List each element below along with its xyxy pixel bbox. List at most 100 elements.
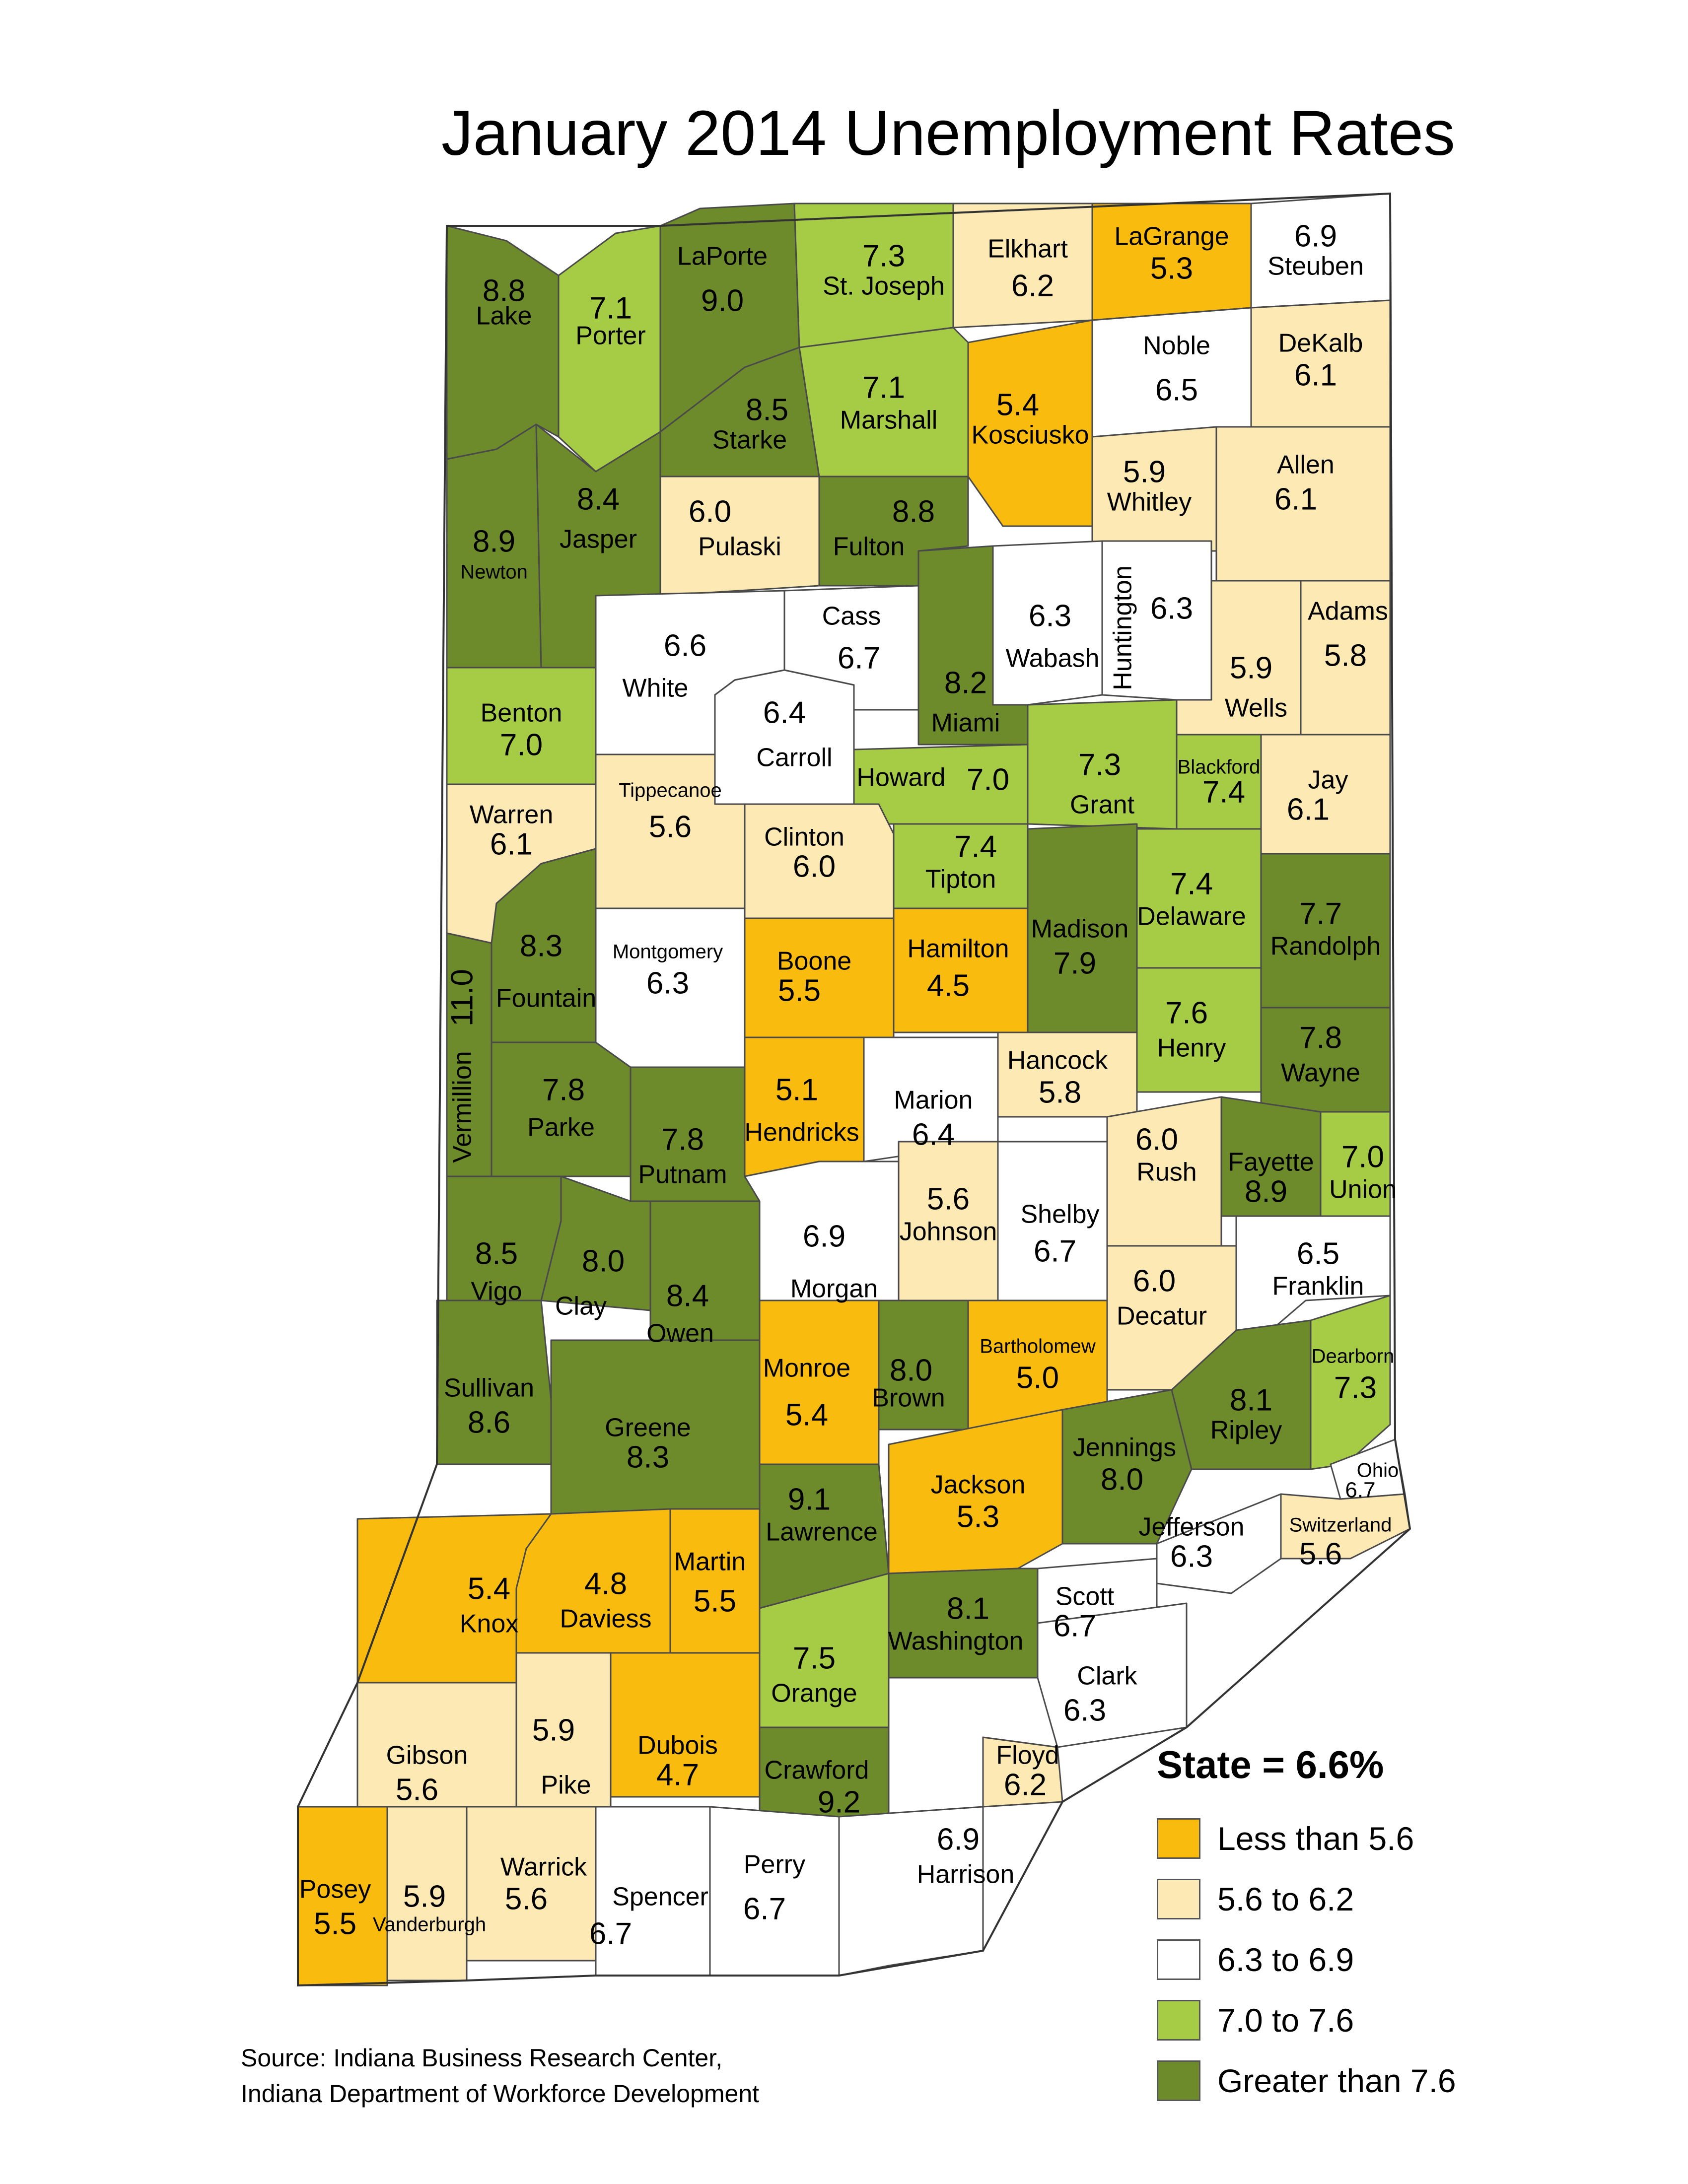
county-name-label: Franklin [1272,1272,1364,1301]
county-name-label: Noble [1143,332,1210,360]
county-name-label: Jay [1308,766,1348,795]
county-elkhart [952,203,1093,329]
county-perry [709,1806,840,1977]
county-rate-label: 8.5 [475,1236,518,1271]
county-name-label: Ripley [1210,1416,1282,1445]
county-name-label: Newton [460,561,528,583]
county-rate-label: 6.5 [1297,1236,1339,1271]
county-rate-label: 5.3 [957,1500,999,1534]
county-name-label: Montgomery [613,941,723,963]
county-rate-label: 6.0 [793,849,836,884]
county-name-label: Miami [931,709,1000,738]
county-name-label: Putnam [638,1160,727,1189]
county-rate-label: 6.9 [937,1822,980,1856]
county-name-label: Fountain [496,984,596,1013]
county-rate-label: 5.6 [396,1773,438,1807]
county-name-label: Wells [1225,694,1287,723]
county-rate-label: 6.7 [1054,1609,1096,1643]
county-name-label: Pulaski [698,533,781,561]
county-name-label: Floyd [996,1741,1059,1770]
county-rate-label: 6.7 [838,641,880,675]
county-name-label: Porter [575,322,646,350]
county-name-label: LaGrange [1114,222,1229,251]
county-name-label: Greene [605,1414,691,1442]
county-name-label: Gibson [386,1741,468,1770]
county-rate-label: 8.4 [577,482,620,516]
county-rate-label: 5.5 [694,1584,736,1618]
legend-label: 6.3 to 6.9 [1217,1941,1354,1978]
county-rate-label: 8.9 [1245,1174,1287,1209]
county-rate-label: 7.3 [1078,748,1121,782]
county-name-label: Lake [476,302,532,331]
county-rate-label: 7.0 [1341,1140,1384,1174]
county-rate-label: 8.3 [520,929,563,963]
county-name-label: Vigo [471,1277,522,1306]
county-jackson [888,1409,1063,1574]
county-name-label: Washington [888,1627,1024,1656]
county-rate-label: 7.8 [1299,1021,1342,1055]
county-rate-label: 5.9 [1230,651,1272,685]
county-rate-label: 8.5 [746,393,788,427]
county-name-label: Wabash [1006,644,1100,673]
county-rate-label: 8.8 [892,494,935,529]
legend-swatch [1157,1818,1200,1859]
county-rate-label: 6.7 [743,1892,786,1926]
county-rate-label: 6.1 [490,827,533,861]
county-rate-label: 8.1 [947,1591,989,1626]
county-name-label: Adams [1308,597,1388,626]
county-name-label: Carroll [756,744,832,772]
county-rate-label: 8.6 [468,1405,510,1439]
county-name-label: Starke [712,426,787,455]
county-noble [1091,307,1252,438]
county-name-label: Morgan [790,1275,878,1303]
county-name-label: Brown [872,1384,945,1413]
county-name-label: Spencer [612,1883,708,1911]
county-rate-label: 7.8 [661,1122,704,1157]
county-rate-label: 6.4 [763,695,806,730]
county-name-label: Benton [481,699,563,728]
county-name-label: Jasper [560,525,637,554]
county-rate-label: 7.4 [1170,867,1213,901]
county-name-label: Ohio [1357,1460,1399,1482]
county-rate-label: 6.7 [1345,1478,1375,1502]
county-rate-label: 5.4 [996,388,1039,422]
county-name-label: Allen [1277,451,1335,479]
county-name-label: Lawrence [766,1518,877,1547]
county-rate-label: 6.1 [1287,792,1330,826]
county-name-label: Kosciusko [972,421,1089,450]
county-rate-label: 5.8 [1039,1075,1081,1109]
county-rate-label: 5.1 [775,1073,818,1107]
county-rate-label: 8.0 [890,1353,932,1387]
county-rate-label: 7.7 [1299,896,1342,931]
county-name-label: Clark [1077,1662,1137,1691]
county-rate-label: 8.2 [944,666,987,700]
county-rate-label: 5.9 [403,1879,446,1913]
county-rate-label: 7.1 [589,291,632,325]
county-rate-label: 6.3 [1150,591,1193,625]
county-name-label: Howard [856,763,945,792]
county-name-label: Steuben [1267,252,1364,281]
county-rate-label: 5.4 [785,1398,828,1432]
county-rate-label: 6.2 [1004,1768,1047,1802]
county-name-label: Dubois [637,1731,718,1760]
map-legend: State = 6.6% Less than 5.6 5.6 to 6.2 6.3 … [1157,1742,1604,2111]
county-rate-label: 6.7 [1034,1234,1076,1268]
legend-label: 5.6 to 6.2 [1217,1881,1354,1917]
county-dearborn [1310,1295,1391,1470]
county-name-label: Fulton [833,533,905,561]
county-name-label: Perry [744,1850,805,1879]
county-rate-label: 6.5 [1155,373,1198,407]
county-name-label: Clinton [764,823,844,852]
county-name-label: Daviess [560,1605,652,1634]
county-name-label: St. Joseph [823,272,945,301]
county-rate-label: 7.5 [793,1641,836,1675]
county-rate-label: 9.1 [788,1482,831,1516]
legend-swatch [1157,1939,1200,1980]
county-rate-label: 5.9 [1123,455,1166,489]
county-rate-label: 7.8 [542,1073,585,1107]
county-name-label: Bartholomew [980,1336,1096,1358]
county-rate-label: 6.9 [1294,219,1337,253]
county-rate-label: 6.7 [589,1916,632,1951]
county-name-label: Dearborn [1312,1346,1395,1367]
